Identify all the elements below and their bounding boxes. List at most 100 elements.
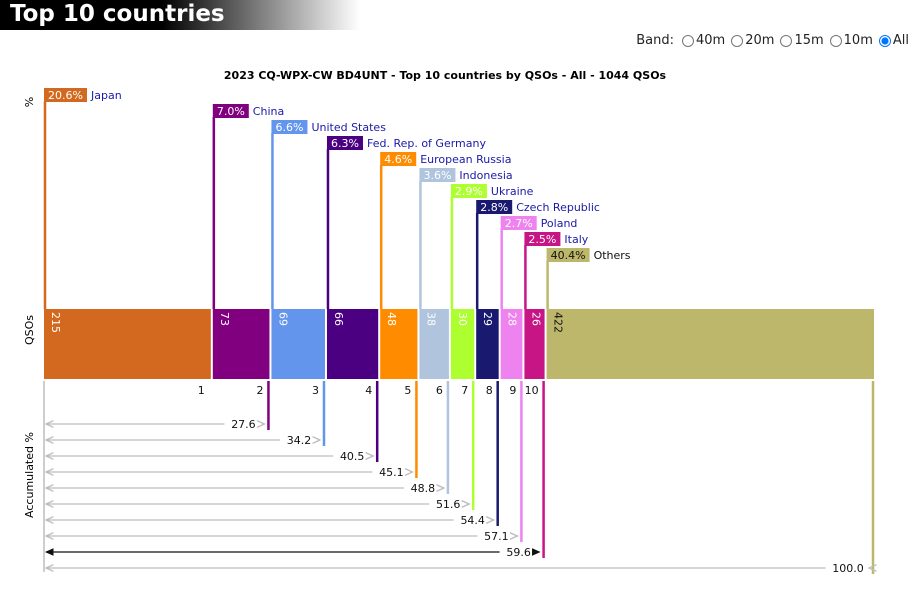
chart-marks: 20.6% Japan 7.0% China 6.6% United States 6.3%… <box>43 88 874 575</box>
accumulated-value-label: 45.1 <box>379 466 404 479</box>
title-banner: Top 10 countries <box>0 0 360 30</box>
accumulated-value-label: 51.6 <box>436 498 461 511</box>
band-option-label: 15m <box>794 33 824 48</box>
band-option-label: 10m <box>843 33 873 48</box>
accumulated-value-label: 40.5 <box>340 450 365 463</box>
chart-title: 2023 CQ-WPX-CW BD4UNT - Top 10 countries… <box>224 69 667 82</box>
percent-label-box <box>450 184 487 198</box>
percent-label-box <box>476 200 513 214</box>
accumulated-value-label: 34.2 <box>287 434 312 447</box>
band-option-10m[interactable]: 10m <box>826 33 873 48</box>
percent-label-box <box>212 104 249 118</box>
band-radio-10m[interactable] <box>829 34 842 47</box>
percent-label-box <box>546 248 590 262</box>
country-label: Czech Republic <box>516 201 600 214</box>
band-option-40m[interactable]: 40m <box>678 33 725 48</box>
rank-label: 3 <box>312 384 319 397</box>
country-label: Italy <box>564 233 588 246</box>
accumulated-value-label: 59.6 <box>506 546 531 559</box>
percent-label: 2.8% <box>480 201 508 214</box>
percent-label-box <box>326 136 363 150</box>
y-label-percent: % <box>23 97 36 107</box>
rank-label: 7 <box>461 384 468 397</box>
percent-label: 20.6% <box>48 89 83 102</box>
country-label: Ukraine <box>491 185 534 198</box>
page-title: Top 10 countries <box>10 1 225 27</box>
country-label: European Russia <box>420 153 511 166</box>
band-option-label: 40m <box>696 33 726 48</box>
band-selector: Band: 40m 20m 15m 10m All <box>636 33 909 48</box>
rank-label: 6 <box>436 384 443 397</box>
percent-label: 4.6% <box>384 153 412 166</box>
y-label-qsos: QSOs <box>23 315 36 345</box>
rank-label: 1 <box>198 384 205 397</box>
band-option-label: All <box>892 33 909 48</box>
country-label: United States <box>311 121 386 134</box>
percent-label: 6.6% <box>275 121 303 134</box>
qso-value-label: 48 <box>385 312 398 326</box>
percent-label-box <box>44 88 87 102</box>
band-radio-all[interactable] <box>878 34 891 47</box>
accumulated-value-label: 100.0 <box>832 562 864 575</box>
percent-label-box <box>419 168 456 182</box>
band-option-20m[interactable]: 20m <box>727 33 774 48</box>
band-option-all[interactable]: All <box>875 33 909 48</box>
percent-label-box <box>271 120 308 134</box>
percent-label-box <box>500 216 537 230</box>
band-label: Band: <box>636 33 674 48</box>
accumulated-value-label: 27.6 <box>231 418 256 431</box>
qso-bar <box>450 309 475 379</box>
qso-value-label: 66 <box>332 312 345 326</box>
country-label: China <box>253 105 284 118</box>
percent-label: 2.7% <box>505 217 533 230</box>
qso-value-label: 30 <box>456 312 469 326</box>
band-radio-40m[interactable] <box>682 34 694 47</box>
percent-label: 2.9% <box>455 185 483 198</box>
qso-value-label: 26 <box>529 312 542 326</box>
rank-label: 4 <box>365 384 372 397</box>
band-radio-15m[interactable] <box>780 34 793 47</box>
qso-bar <box>212 309 270 379</box>
qso-bar <box>500 309 523 379</box>
rank-label: 5 <box>404 384 411 397</box>
qso-bar <box>419 309 449 379</box>
rank-label: 9 <box>509 384 516 397</box>
country-label: Japan <box>90 89 122 102</box>
band-option-label: 20m <box>745 33 775 48</box>
qso-value-label: 73 <box>218 312 231 326</box>
accumulated-value-label: 48.8 <box>411 482 436 495</box>
qso-bar <box>44 309 211 379</box>
percent-label: 3.6% <box>423 169 451 182</box>
qso-value-label: 38 <box>424 312 437 326</box>
qso-bar <box>380 309 418 379</box>
percent-label-box <box>380 152 417 166</box>
rank-label: 10 <box>525 384 539 397</box>
y-label-accumulated: Accumulated % <box>23 432 36 518</box>
qso-value-label: 215 <box>49 312 62 333</box>
qso-bar <box>326 309 379 379</box>
qso-bar <box>476 309 499 379</box>
country-label: Poland <box>541 217 578 230</box>
qso-value-label: 29 <box>481 312 494 326</box>
percent-label: 6.3% <box>331 137 359 150</box>
band-radio-20m[interactable] <box>731 34 744 47</box>
country-label: Others <box>594 249 631 262</box>
qso-bar <box>271 309 325 379</box>
qso-value-label: 422 <box>552 312 565 333</box>
band-option-15m[interactable]: 15m <box>776 33 824 48</box>
country-label: Fed. Rep. of Germany <box>367 137 487 150</box>
percent-label-box <box>524 232 561 246</box>
accumulated-value-label: 54.4 <box>460 514 485 527</box>
percent-label: 40.4% <box>551 249 586 262</box>
qso-bar <box>524 309 545 379</box>
accumulated-value-label: 57.1 <box>484 530 509 543</box>
rank-label: 8 <box>486 384 493 397</box>
qso-bar <box>546 309 874 379</box>
percent-label: 7.0% <box>217 105 245 118</box>
country-label: Indonesia <box>459 169 512 182</box>
qso-value-label: 69 <box>276 312 289 326</box>
percent-label: 2.5% <box>528 233 556 246</box>
rank-label: 2 <box>256 384 263 397</box>
qso-value-label: 28 <box>506 312 519 326</box>
